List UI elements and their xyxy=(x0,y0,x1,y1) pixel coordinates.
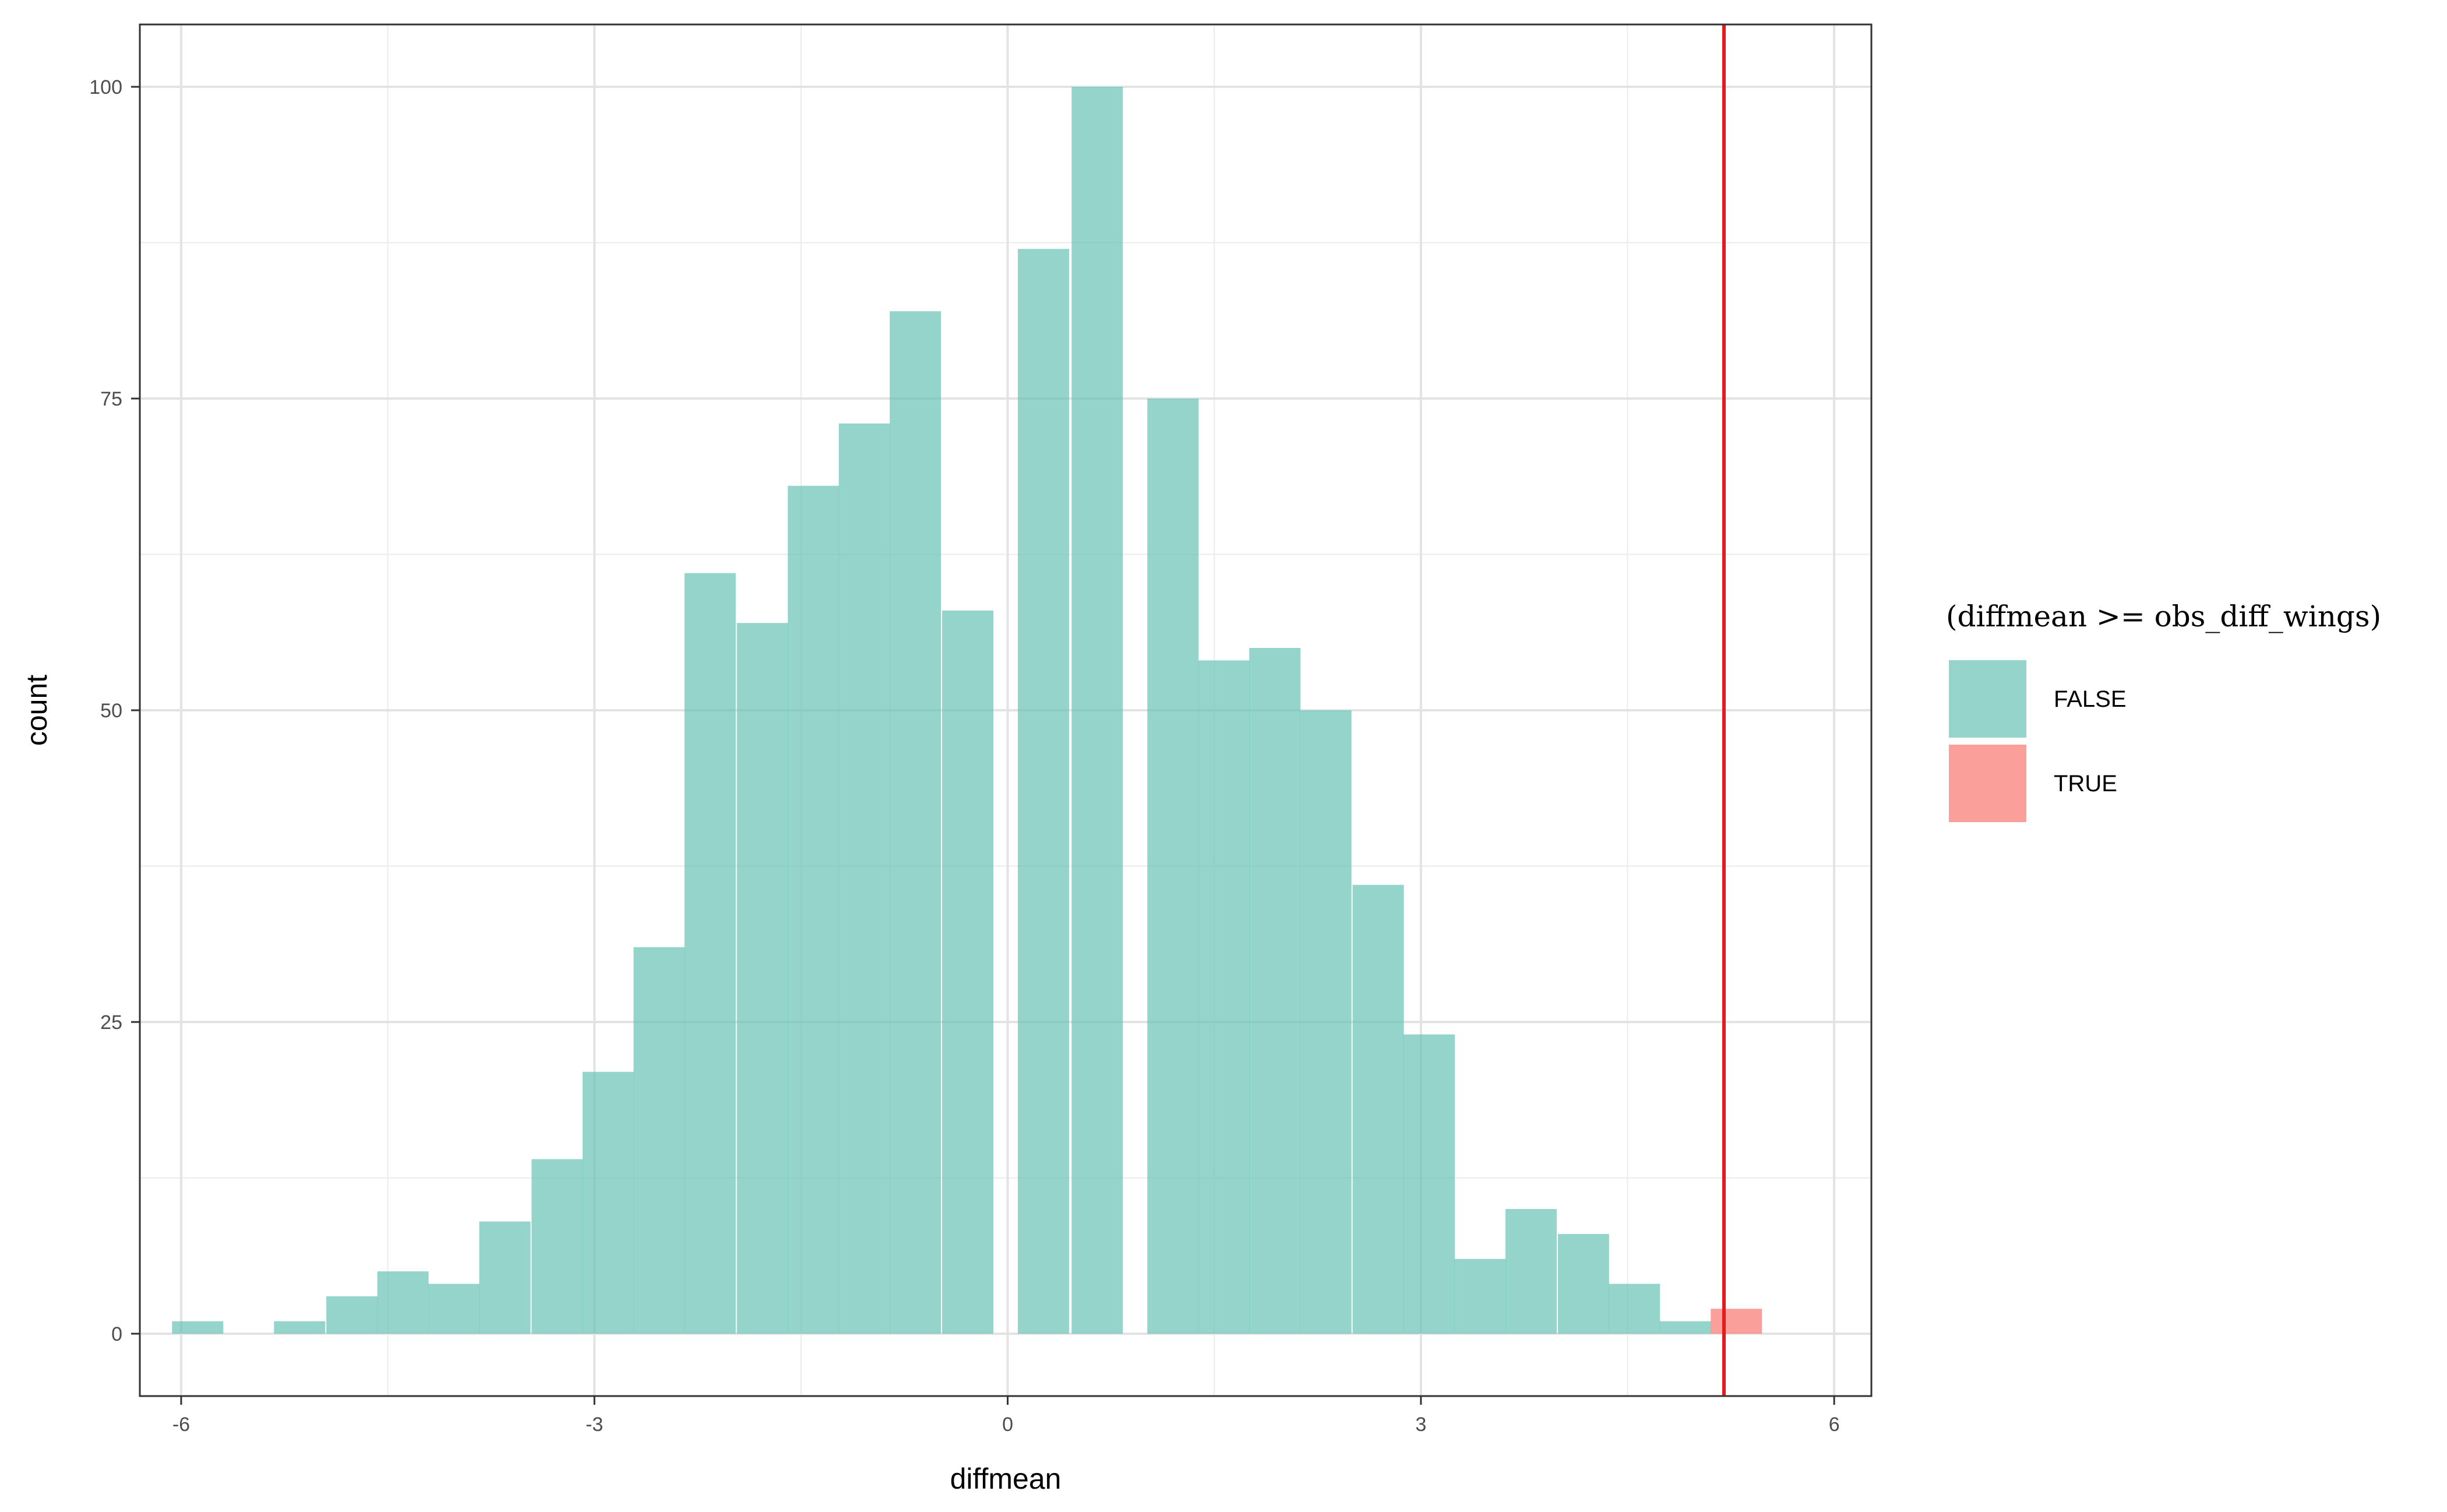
y-tick-label: 25 xyxy=(100,1011,122,1034)
histogram-bar-false xyxy=(1557,1233,1609,1334)
x-axis: -6 -3 0 3 6 xyxy=(172,1396,1840,1436)
histogram-bar-false xyxy=(788,485,840,1334)
histogram-bar-false xyxy=(531,1159,583,1334)
legend-key-false xyxy=(1949,660,2026,738)
histogram-bar-false xyxy=(890,311,942,1334)
y-tick-label: 100 xyxy=(89,76,122,98)
histogram-bar-false xyxy=(736,623,788,1334)
legend-key-true xyxy=(1949,745,2026,822)
legend: (diffmean >= obs_diff_wings) FALSE TRUE xyxy=(1946,600,2381,822)
histogram-bar-false xyxy=(1352,884,1404,1334)
histogram-bar-false xyxy=(1454,1259,1506,1334)
histogram-bar-false xyxy=(838,423,890,1334)
x-tick-label: 3 xyxy=(1415,1414,1426,1436)
y-tick-label: 50 xyxy=(100,700,122,722)
histogram-bar-false xyxy=(942,610,993,1334)
histogram-bar-false xyxy=(274,1321,326,1334)
legend-title: (diffmean >= obs_diff_wings) xyxy=(1946,600,2381,633)
histogram-bar-false xyxy=(479,1221,531,1334)
histogram-bar-false xyxy=(633,947,685,1334)
y-tick-label: 0 xyxy=(111,1323,122,1345)
histogram-bar-true xyxy=(1711,1309,1762,1334)
histogram-bar-false xyxy=(1404,1034,1455,1334)
histogram-bar-false xyxy=(428,1284,480,1334)
histogram-bar-false xyxy=(684,573,736,1334)
histogram-bar-false xyxy=(1609,1284,1660,1334)
histogram-bar-false xyxy=(172,1321,224,1334)
x-axis-title: diffmean xyxy=(950,1462,1062,1495)
histogram-bar-false xyxy=(1249,648,1301,1334)
x-tick-label: -3 xyxy=(586,1414,603,1436)
histogram-bar-false xyxy=(1147,399,1199,1334)
histogram-bar-false xyxy=(377,1271,429,1334)
y-tick-label: 75 xyxy=(100,388,122,410)
y-axis: 0 25 50 75 100 xyxy=(89,76,140,1345)
histogram-bar-false xyxy=(582,1072,634,1334)
histogram-bar-false xyxy=(326,1296,378,1334)
y-axis-title: count xyxy=(20,675,53,746)
histogram-bar-false xyxy=(1659,1321,1711,1334)
histogram-bar-false xyxy=(1300,710,1352,1334)
histogram-bars xyxy=(172,87,1762,1334)
histogram-bar-false xyxy=(1198,660,1250,1334)
histogram-bar-false xyxy=(1505,1209,1557,1334)
x-tick-label: -6 xyxy=(172,1414,190,1436)
legend-label-true: TRUE xyxy=(2054,771,2117,796)
histogram-bar-false xyxy=(1071,87,1123,1334)
x-tick-label: 0 xyxy=(1002,1414,1013,1436)
histogram-bar-false xyxy=(1018,249,1069,1334)
legend-label-false: FALSE xyxy=(2054,686,2127,712)
x-tick-label: 6 xyxy=(1829,1414,1840,1436)
